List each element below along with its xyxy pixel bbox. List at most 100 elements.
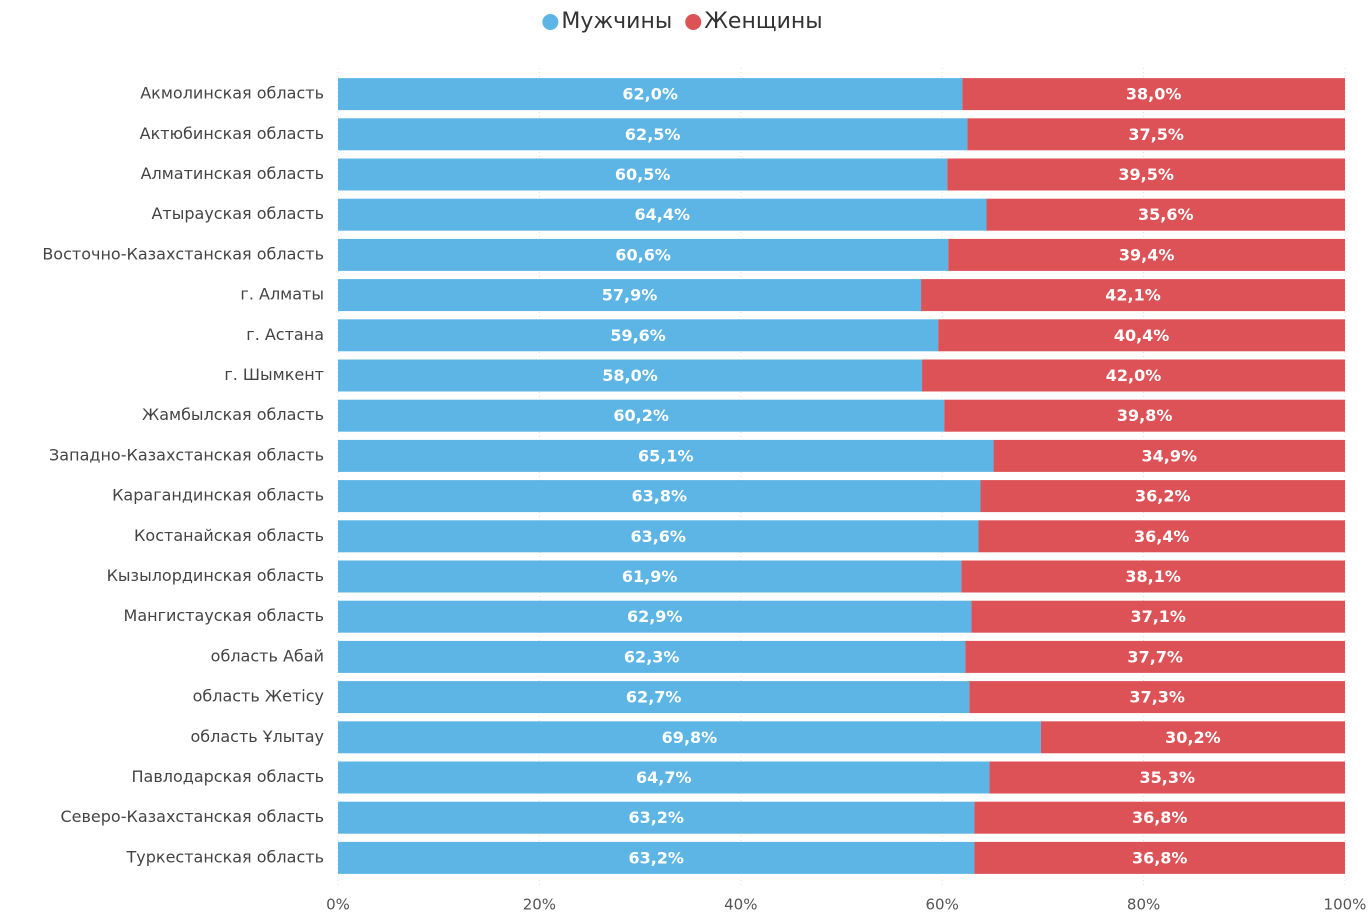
value-label: 42,1%	[1105, 286, 1161, 305]
bar-segment	[1040, 721, 1345, 754]
bar-segment	[338, 841, 975, 874]
value-label: 63,6%	[630, 527, 686, 546]
value-label: 30,2%	[1165, 728, 1221, 747]
value-label: 57,9%	[602, 286, 658, 305]
bar-segment	[967, 118, 1345, 151]
bar-segment	[989, 761, 1345, 794]
value-label: 37,5%	[1128, 125, 1184, 144]
bar-segment	[338, 801, 975, 834]
bar-segment	[965, 640, 1345, 673]
x-tick-label: 20%	[523, 896, 556, 914]
legend-marker	[542, 14, 559, 30]
bar-segment	[338, 238, 949, 271]
bar-segment	[971, 600, 1345, 633]
value-label: 60,6%	[615, 245, 671, 264]
value-label: 35,3%	[1140, 768, 1196, 787]
value-label: 62,5%	[625, 125, 681, 144]
bar-segment	[947, 158, 1345, 191]
bar-segment	[338, 279, 922, 312]
value-label: 38,0%	[1126, 85, 1182, 104]
bar-segment	[338, 761, 990, 794]
category-label: Актюбинская область	[140, 124, 324, 143]
category-label: область Жетісу	[193, 687, 324, 706]
category-label: область Ұлытау	[190, 727, 324, 746]
value-label: 36,8%	[1132, 848, 1188, 867]
value-label: 58,0%	[602, 366, 658, 385]
legend-label: Мужчины	[561, 9, 672, 34]
value-label: 36,2%	[1135, 487, 1191, 506]
bar-segment	[338, 600, 972, 633]
bar-segment	[978, 520, 1345, 553]
value-label: 37,7%	[1127, 647, 1183, 666]
bar-segment	[974, 841, 1345, 874]
category-label: Карагандинская область	[112, 486, 324, 505]
value-label: 39,4%	[1119, 245, 1175, 264]
category-label: г. Алматы	[240, 285, 324, 304]
bar-segment	[338, 439, 994, 472]
category-label: Костанайская область	[134, 526, 324, 545]
category-label: Алматинская область	[141, 164, 324, 183]
value-label: 37,3%	[1129, 688, 1185, 707]
bar-segment	[338, 319, 939, 352]
value-label: 42,0%	[1106, 366, 1162, 385]
value-label: 62,9%	[627, 607, 683, 626]
category-label: область Абай	[211, 646, 324, 665]
bar-segment	[961, 560, 1345, 593]
x-tick-label: 60%	[926, 896, 959, 914]
value-label: 62,3%	[624, 647, 680, 666]
bar-segment	[338, 78, 963, 111]
bar-segment	[338, 480, 981, 513]
bar-segment	[962, 78, 1345, 111]
legend-marker	[685, 14, 702, 30]
category-label: Кызылординская область	[107, 566, 324, 585]
legend-label: Женщины	[704, 9, 822, 34]
category-label: Атырауская область	[151, 204, 324, 223]
category-label: Туркестанская область	[126, 847, 325, 866]
value-label: 36,8%	[1132, 808, 1188, 827]
value-label: 37,1%	[1130, 607, 1186, 626]
value-label: 60,2%	[613, 406, 669, 425]
category-label: Мангистауская область	[124, 606, 324, 625]
bar-segment	[338, 118, 968, 151]
value-label: 60,5%	[615, 165, 671, 184]
bar-segment	[969, 681, 1345, 714]
bar-segment	[974, 801, 1345, 834]
value-label: 63,2%	[628, 848, 684, 867]
bar-segment	[338, 560, 962, 593]
value-label: 64,7%	[636, 768, 692, 787]
value-label: 63,2%	[628, 808, 684, 827]
bar-segment	[338, 198, 987, 231]
category-label: г. Астана	[246, 325, 324, 344]
category-label: Павлодарская область	[131, 767, 324, 786]
category-label: Жамбылская область	[142, 405, 324, 424]
bar-segment	[993, 439, 1345, 472]
bar-segment	[948, 238, 1345, 271]
value-label: 59,6%	[610, 326, 666, 345]
bar-segment	[980, 480, 1345, 513]
category-label: г. Шымкент	[224, 365, 324, 384]
bar-segment	[922, 359, 1345, 392]
value-label: 63,8%	[631, 487, 687, 506]
category-label: Северо-Казахстанская область	[60, 807, 324, 826]
value-label: 62,7%	[626, 688, 682, 707]
value-label: 65,1%	[638, 446, 694, 465]
value-label: 61,9%	[622, 567, 678, 586]
x-tick-label: 100%	[1324, 896, 1367, 914]
value-label: 34,9%	[1142, 446, 1198, 465]
x-tick-label: 0%	[326, 896, 350, 914]
bar-segment	[338, 520, 979, 553]
category-label: Западно-Казахстанская область	[49, 445, 324, 464]
value-label: 36,4%	[1134, 527, 1190, 546]
value-label: 39,5%	[1118, 165, 1174, 184]
value-label: 38,1%	[1125, 567, 1181, 586]
bar-segment	[338, 359, 923, 392]
value-label: 62,0%	[622, 85, 678, 104]
x-tick-label: 80%	[1127, 896, 1160, 914]
category-label: Акмолинская область	[140, 84, 324, 103]
bar-segment	[338, 399, 945, 432]
bar-segment	[921, 279, 1345, 312]
bar-segment	[338, 640, 966, 673]
value-label: 40,4%	[1114, 326, 1170, 345]
value-label: 39,8%	[1117, 406, 1173, 425]
